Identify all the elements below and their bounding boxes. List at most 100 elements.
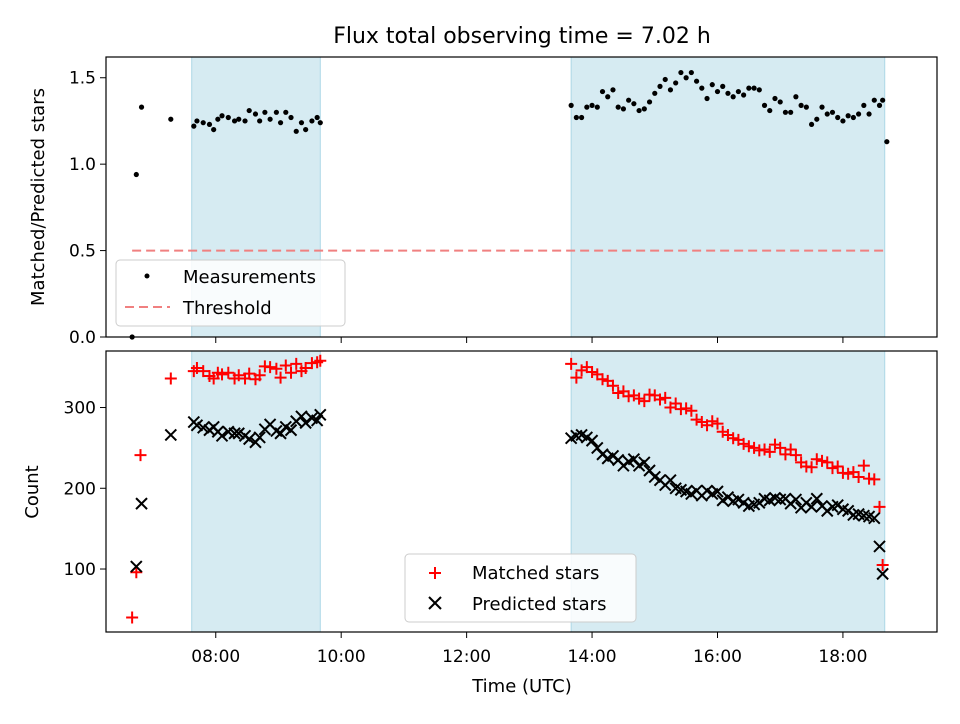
chart-title: Flux total observing time = 7.02 h [333,24,711,49]
measurement-point [803,104,809,110]
predicted-stars-point [314,408,327,421]
measurement-point [605,94,611,100]
matched-stars-point [232,369,245,382]
matched-stars-point [852,470,865,483]
matched-stars-point [748,441,761,454]
measurement-point [850,114,856,121]
matched-stars-point [197,365,210,378]
top-y-tick-label: 0.5 [69,242,96,262]
bottom-x-tick-label: 10:00 [317,647,366,667]
bottom-legend: Matched stars Predicted stars [404,553,637,623]
measurement-point [636,107,642,114]
measurement-point [641,106,647,112]
measurement-point [861,102,867,108]
matched-stars-point [842,467,855,480]
measurement-point [667,87,674,93]
measurement-point [866,111,872,117]
bottom-axes-frame [105,350,938,633]
measurement-point [824,111,830,117]
measurement-point [133,171,139,178]
predicted-legend-marker [428,596,442,610]
matched-stars-point [758,443,771,456]
measurement-point [767,107,773,114]
measurement-point [845,113,851,119]
top-legend: Measurements Threshold [115,259,346,327]
matched-stars-point [586,365,599,378]
predicted-stars-point [868,511,881,525]
matched-legend-label: Matched stars [472,563,599,584]
x-axis-label: Time (UTC) [471,676,572,697]
measurement-point [589,102,595,108]
matched-stars-point [130,566,143,579]
matched-stars-point [784,443,797,456]
measurement-point [880,97,886,103]
measurement-point [856,111,862,117]
measurement-point [225,114,231,121]
measurement-point [741,92,747,98]
measurement-point [584,104,590,110]
matched-stars-point [270,362,283,375]
measurement-point [819,104,825,110]
measurement-point [257,118,263,124]
matched-stars-point [680,402,693,415]
matched-stars-point [222,366,235,379]
matched-stars-point [873,500,886,513]
top-y-tick-label: 1.0 [69,155,96,175]
measurement-point [317,120,323,126]
measurement-point [211,126,217,133]
bottom-y-tick-label: 200 [64,479,96,499]
measurement-point [309,118,315,124]
predicted-stars-point [810,492,823,505]
measurement-point [662,76,668,83]
matched-stars-point [565,357,578,370]
measurement-point [168,116,174,122]
measurement-point [620,106,627,112]
measurement-point [610,87,616,93]
measurement-point [735,88,741,95]
matched-stars-point [868,473,881,486]
matched-stars-point [831,460,844,473]
measurement-point [579,114,585,121]
measurement-point [246,107,252,114]
measurement-point [599,88,606,95]
matched-stars-point [857,459,870,472]
measurement-point [626,97,632,103]
top-panel: 0.0 0.5 1.0 1.5 [69,56,938,348]
top-y-tick-label: 0.0 [69,328,96,348]
measurement-point [814,116,820,122]
measurement-point [298,120,305,126]
measurement-point [191,123,197,129]
measurement-point [725,90,731,96]
matched-stars-point [826,462,839,475]
top-legend-box [115,259,346,327]
measurement-point [657,83,663,89]
predicted-stars-point [664,473,677,487]
matched-stars-point [243,367,256,380]
bottom-y-tick-label: 100 [64,560,96,580]
measurement-point [262,109,268,115]
bottom-legend-box [404,553,637,623]
predicted-legend-label: Predicted stars [472,594,606,615]
matched-stars-point [126,611,139,624]
bottom-y-tick-label: 300 [64,399,96,419]
predicted-stars-point [299,416,312,430]
measurement-point [267,116,273,122]
matched-stars-point [685,404,698,417]
matched-stars-point [279,359,292,372]
matched-stars-point [134,449,147,462]
matched-stars-point [876,558,889,571]
bottom-y-axis-label: Count [22,465,43,518]
bottom-observing-span [191,350,321,633]
measurement-point [673,80,679,86]
matched-stars-point [190,361,203,374]
matched-stars-point [612,386,625,399]
measurement-point [693,78,700,84]
measurement-point [884,139,890,145]
measurement-point [219,113,225,119]
measurement-point [782,109,789,115]
measurement-point [200,120,206,126]
measurement-point [835,114,841,121]
predicted-stars-point [805,500,818,514]
measurement-point [231,118,238,124]
measurement-point [746,85,752,91]
